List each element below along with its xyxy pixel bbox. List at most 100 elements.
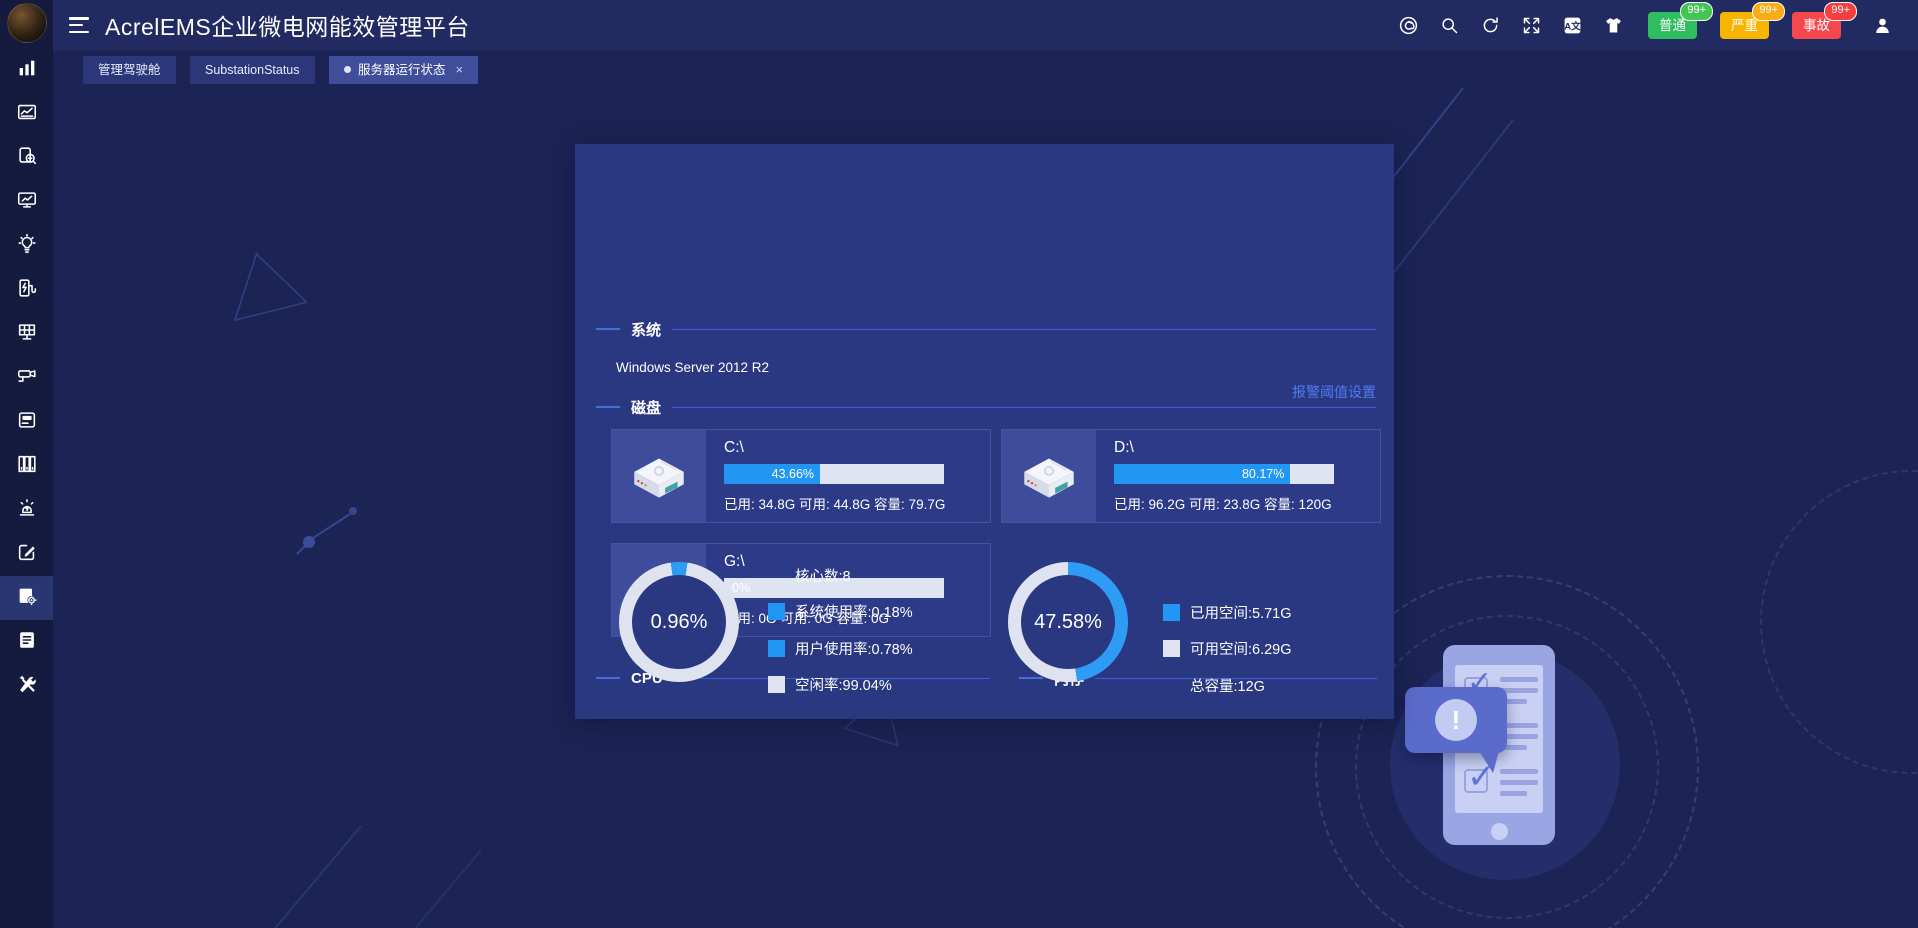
sidebar-item-cabinet[interactable]: [0, 444, 53, 488]
legend-swatch: [1163, 603, 1180, 621]
fullscreen-icon[interactable]: [1519, 13, 1543, 37]
sidebar-item-report[interactable]: [0, 620, 53, 664]
alarm-count-badge: 99+: [1824, 1, 1857, 21]
header-actions: A文 普通 99+ 严重 99+ 事故 99+: [1396, 1, 1918, 39]
close-tab-icon[interactable]: ×: [455, 62, 464, 77]
alarm-button-severe[interactable]: 严重 99+: [1720, 1, 1785, 39]
memory-total: 总容量:12G: [1163, 674, 1292, 696]
sidebar: [0, 0, 53, 928]
tab-dashboard[interactable]: 管理驾驶舱: [83, 56, 176, 84]
server-status-panel: 系统 Windows Server 2012 R2 报警阈值设置 磁盘 C:\ 4…: [575, 144, 1394, 719]
deco-triangle: [233, 252, 309, 322]
sidebar-item-meter[interactable]: [0, 136, 53, 180]
access-panel-icon: [16, 409, 38, 436]
active-tab-dot: [344, 66, 351, 73]
tab-substation-status[interactable]: SubstationStatus: [190, 56, 315, 84]
tab-server-status[interactable]: 服务器运行状态 ×: [329, 56, 479, 84]
sidebar-item-solar-panel[interactable]: [0, 312, 53, 356]
refresh-icon[interactable]: [1478, 13, 1502, 37]
solar-panel-icon: [16, 321, 38, 348]
disk-name: G:\: [724, 553, 745, 570]
alarm-count-badge: 99+: [1752, 1, 1785, 21]
meter-icon: [16, 145, 38, 172]
section-line: [672, 328, 1376, 330]
disk-usage-bar: 43.66%: [724, 464, 944, 484]
legend-label: 系统使用率:0.18%: [795, 605, 913, 621]
legend-swatch: [768, 676, 785, 693]
section-header-disk: 磁盘: [596, 399, 1376, 417]
sidebar-item-lightbulb[interactable]: [0, 224, 53, 268]
sidebar-item-monitor-chart[interactable]: [0, 180, 53, 224]
sidebar-item-ev-charger[interactable]: [0, 268, 53, 312]
cpu-cores: 核心数:8: [768, 564, 913, 586]
checkmark: ✓: [1467, 758, 1496, 796]
section-line: [1095, 677, 1377, 679]
theme-icon[interactable]: [1601, 13, 1625, 37]
disk-detail: 已用: 0G 可用: 0G 容量: 0G: [724, 611, 890, 626]
menu-icon[interactable]: [69, 17, 89, 33]
section-title: 磁盘: [631, 399, 662, 417]
legend-label: 可用空间:6.29G: [1190, 642, 1292, 658]
search-icon[interactable]: [1437, 13, 1461, 37]
alarm-button-label: 普通: [1659, 17, 1686, 33]
sidebar-item-tools[interactable]: [0, 664, 53, 708]
cctv-camera-icon: [16, 365, 38, 392]
sidebar-item-bar-chart[interactable]: [0, 48, 53, 92]
language-icon[interactable]: A文: [1560, 13, 1584, 37]
svg-text:A文: A文: [1564, 20, 1581, 32]
disk-usage-percent: 0%: [732, 581, 751, 595]
legend-label: 用户使用率:0.78%: [795, 641, 913, 658]
sidebar-item-cctv-camera[interactable]: [0, 356, 53, 400]
phone-illustration: ✓ ✓ !: [1360, 600, 1720, 928]
deco-diagonal-line: [370, 849, 482, 928]
alert-bubble: !: [1405, 687, 1507, 773]
disk-detail: 已用: 96.2G 可用: 23.8G 容量: 120G: [1114, 497, 1332, 512]
sidebar-item-access-panel[interactable]: [0, 400, 53, 444]
tab-bar: 管理驾驶舱 SubstationStatus 服务器运行状态 ×: [53, 50, 1918, 88]
user-icon[interactable]: [1870, 13, 1894, 37]
alarm-icon: [16, 497, 38, 524]
checkmark: ✓: [1467, 666, 1493, 699]
tab-label: 服务器运行状态: [358, 63, 446, 77]
memory-usage-percent: 47.58%: [1034, 610, 1102, 633]
section-dash: [596, 406, 620, 408]
section-line: [673, 677, 990, 679]
phone-home-button: [1491, 823, 1508, 840]
section-dash: [596, 677, 620, 679]
legend-swatch: [1163, 640, 1180, 657]
tools-icon: [16, 673, 38, 700]
avatar[interactable]: [7, 3, 47, 43]
disk-card-d: D:\ 80.17% 已用: 96.2G 可用: 23.8G 容量: 120G: [1001, 429, 1381, 523]
sidebar-item-edit[interactable]: [0, 532, 53, 576]
tab-label: 管理驾驶舱: [98, 63, 161, 77]
alarm-button-normal[interactable]: 普通 99+: [1648, 1, 1713, 39]
memory-legend: 已用空间:5.71G 可用空间:6.29G 总容量:12G: [1163, 601, 1292, 711]
section-dash: [596, 328, 620, 330]
legend-swatch: [768, 639, 785, 657]
disk-usage-percent: 43.66%: [771, 467, 815, 481]
alarm-button-accident[interactable]: 事故 99+: [1792, 1, 1857, 39]
legend-swatch: [768, 603, 785, 620]
disk-usage-bar: 0%: [724, 578, 944, 598]
deco-filled-circle: [1390, 650, 1620, 880]
memory-usage-donut: 47.58%: [1008, 562, 1128, 682]
header: AcrelEMS企业微电网能效管理平台 A文 普通 99+ 严重 99+ 事故 99+: [53, 0, 1918, 50]
sidebar-item-trend-chart[interactable]: [0, 92, 53, 136]
alarm-threshold-link[interactable]: 报警阈值设置: [1292, 384, 1376, 400]
at-circle-icon[interactable]: [1396, 13, 1420, 37]
alarm-count-badge: 99+: [1680, 1, 1713, 21]
alarm-button-label: 事故: [1803, 17, 1830, 33]
disk-info: G:\ 0% 已用: 0G 可用: 0G 容量: 0G: [706, 544, 990, 636]
disk-drive-icon: [1002, 430, 1096, 522]
sidebar-item-server-ops[interactable]: [0, 576, 53, 620]
cpu-legend: 核心数:8 系统使用率:0.18% 用户使用率:0.78% 空闲率:99.04%: [768, 564, 913, 710]
cpu-legend-item: 空闲率:99.04%: [768, 674, 913, 696]
deco-dashed-circle: [1760, 470, 1918, 774]
edit-icon: [16, 541, 38, 568]
sidebar-item-alarm[interactable]: [0, 488, 53, 532]
section-line: [672, 406, 1376, 408]
disk-info: C:\ 43.66% 已用: 34.8G 可用: 44.8G 容量: 79.7G: [706, 430, 990, 522]
cpu-legend-item: 用户使用率:0.78%: [768, 637, 913, 659]
memory-legend-item: 已用空间:5.71G: [1163, 601, 1292, 623]
os-name: Windows Server 2012 R2: [616, 360, 770, 375]
